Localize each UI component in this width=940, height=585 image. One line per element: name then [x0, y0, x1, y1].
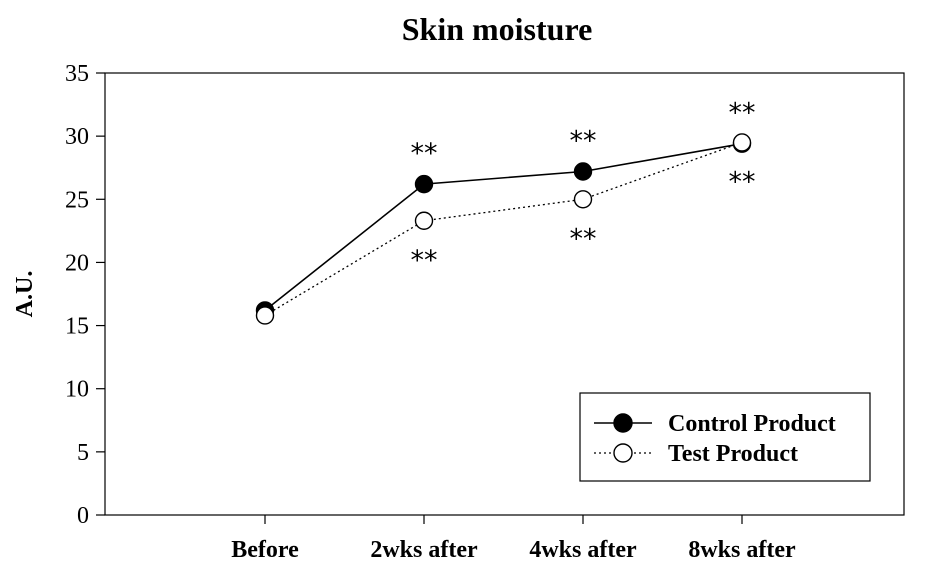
- y-tick-label: 10: [65, 377, 89, 403]
- series-1-point: [573, 162, 593, 181]
- series-line-2: [264, 141, 743, 317]
- y-tick-label: 25: [65, 187, 89, 213]
- y-tick-label: 0: [77, 503, 89, 529]
- significance-mark: **: [411, 138, 438, 169]
- series-2-point: [255, 306, 275, 325]
- significance-mark: **: [570, 223, 597, 254]
- y-axis-ticks: 0 5 10 15 20 25 30 35: [65, 61, 105, 529]
- series-group: [255, 133, 752, 325]
- significance-mark: **: [729, 166, 756, 197]
- x-tick-label: 4wks after: [529, 537, 637, 563]
- legend-marker-2: [613, 443, 633, 463]
- x-tick-label: 8wks after: [688, 537, 796, 563]
- legend-label: Control Product: [668, 411, 836, 437]
- legend-marker-1: [613, 413, 633, 433]
- y-tick-label: 5: [77, 440, 89, 466]
- y-tick-label: 15: [65, 314, 89, 340]
- y-axis-label: A.U.: [12, 271, 38, 318]
- y-tick-label: 35: [65, 61, 89, 87]
- chart-title: Skin moisture: [402, 11, 593, 47]
- axes: [104, 72, 905, 516]
- plot-frame: [104, 72, 905, 516]
- series-line-1: [264, 142, 743, 312]
- significance-mark: **: [570, 126, 597, 157]
- legend-label: Test Product: [668, 441, 798, 467]
- series-2-point: [414, 211, 434, 230]
- series-1-point: [414, 174, 434, 194]
- legend-box: [579, 392, 871, 482]
- series-2-point: [732, 133, 752, 152]
- series-2-point: [573, 190, 593, 209]
- x-tick-label: 2wks after: [370, 537, 478, 563]
- significance-mark: **: [411, 245, 438, 276]
- y-tick-label: 20: [65, 250, 89, 276]
- significance-mark: **: [729, 98, 756, 129]
- x-tick-label: Before: [231, 537, 299, 563]
- x-axis-ticks: Before 2wks after 4wks after 8wks after: [231, 515, 796, 563]
- significance-annotations: ** ** ** ** ** **: [411, 98, 756, 276]
- legend: Control Product Test Product: [579, 392, 871, 482]
- y-tick-label: 30: [65, 124, 89, 150]
